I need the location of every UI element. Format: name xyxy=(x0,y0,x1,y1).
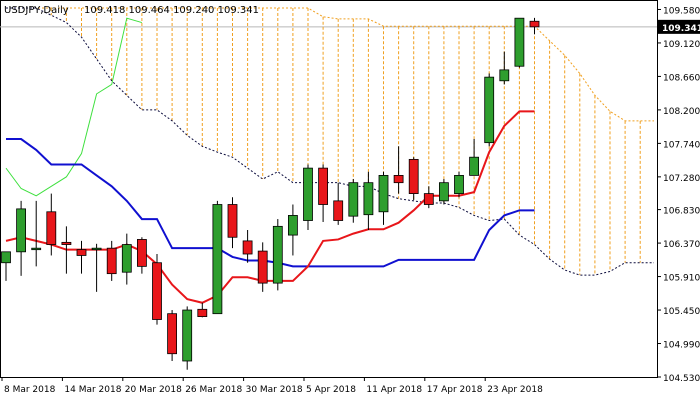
x-tick-label: 5 Apr 2018 xyxy=(306,385,356,395)
bull-candle-body xyxy=(348,182,359,217)
y-tick-label: 108.660 xyxy=(663,73,700,83)
bull-candle-body xyxy=(454,174,464,194)
x-tick-label: 23 Apr 2018 xyxy=(487,385,543,395)
x-tick-label: 26 Mar 2018 xyxy=(185,385,242,395)
bull-candle-body xyxy=(363,182,374,216)
bear-candle-body xyxy=(257,250,268,284)
bear-candle-body xyxy=(423,193,434,205)
bull-candle-body xyxy=(91,247,102,251)
bear-candle-body xyxy=(242,240,253,255)
x-tick-label: 11 Apr 2018 xyxy=(366,385,422,395)
y-tick-label: 105.910 xyxy=(663,274,700,284)
x-tick-label: 8 Mar 2018 xyxy=(4,385,56,395)
plot-frame xyxy=(0,0,658,378)
bear-candle-body xyxy=(152,262,162,320)
y-tick-label: 106.830 xyxy=(663,207,700,217)
bull-candle-body xyxy=(378,174,389,213)
chart-symbol-label: USDJPY,Daily xyxy=(4,5,69,16)
y-tick-label: 109.580 xyxy=(663,6,700,16)
bear-candle-body xyxy=(393,174,404,184)
bull-candle-body xyxy=(1,251,11,264)
bear-candle-body xyxy=(333,200,344,221)
y-tick-label: 104.990 xyxy=(663,341,700,351)
ohlc-readout: 109.418 109.464 109.240 109.341 xyxy=(84,5,259,16)
bull-candle-body xyxy=(121,244,132,273)
x-tick-label: 20 Mar 2018 xyxy=(125,385,182,395)
bear-candle-body xyxy=(529,20,540,28)
current-price-label: 109.341 xyxy=(662,24,700,34)
bull-candle-body xyxy=(499,69,510,82)
bull-candle-body xyxy=(514,17,525,67)
y-tick-label: 108.200 xyxy=(663,107,700,117)
x-tick-label: 17 Apr 2018 xyxy=(427,385,483,395)
axes: 109.580 109.120 108.660 108.200 107.740 107.2… xyxy=(1,6,700,395)
y-tick-label: 105.450 xyxy=(663,307,700,317)
bear-candle-body xyxy=(408,158,419,194)
kijun-sen-line xyxy=(6,138,535,268)
bull-candle-body xyxy=(16,208,27,253)
bull-candle-body xyxy=(212,204,223,315)
x-tick-label: 30 Mar 2018 xyxy=(246,385,303,395)
bear-candle-body xyxy=(318,167,329,205)
bull-candle-body xyxy=(287,215,298,236)
bear-candle-body xyxy=(61,241,72,245)
senkou-span-b-line xyxy=(6,7,654,276)
current-price-badge xyxy=(658,19,700,34)
y-tick-label: 104.530 xyxy=(663,374,700,384)
y-tick-label: 106.370 xyxy=(663,240,700,250)
bull-candle-body xyxy=(31,247,42,251)
bull-candle-body xyxy=(272,225,283,284)
bull-candle-body xyxy=(303,167,313,221)
bear-candle-body xyxy=(167,313,178,355)
bull-candle-body xyxy=(484,76,495,144)
y-tick-label: 107.280 xyxy=(663,174,700,184)
bear-candle-body xyxy=(227,204,238,238)
y-tick-label: 107.740 xyxy=(663,140,700,150)
x-tick-label: 14 Mar 2018 xyxy=(64,385,121,395)
bear-candle-body xyxy=(136,239,147,267)
bear-candle-body xyxy=(197,308,208,317)
bull-candle-body xyxy=(182,309,193,362)
bull-candle-body xyxy=(438,182,449,202)
candles xyxy=(1,17,540,370)
ichimoku-cloud xyxy=(6,7,654,276)
bear-candle-body xyxy=(106,247,117,275)
bull-candle-body xyxy=(469,156,480,176)
bear-candle-body xyxy=(76,249,87,256)
senkou-span-a-line xyxy=(6,7,654,122)
y-tick-label: 109.120 xyxy=(663,40,700,50)
bear-candle-body xyxy=(46,211,57,245)
